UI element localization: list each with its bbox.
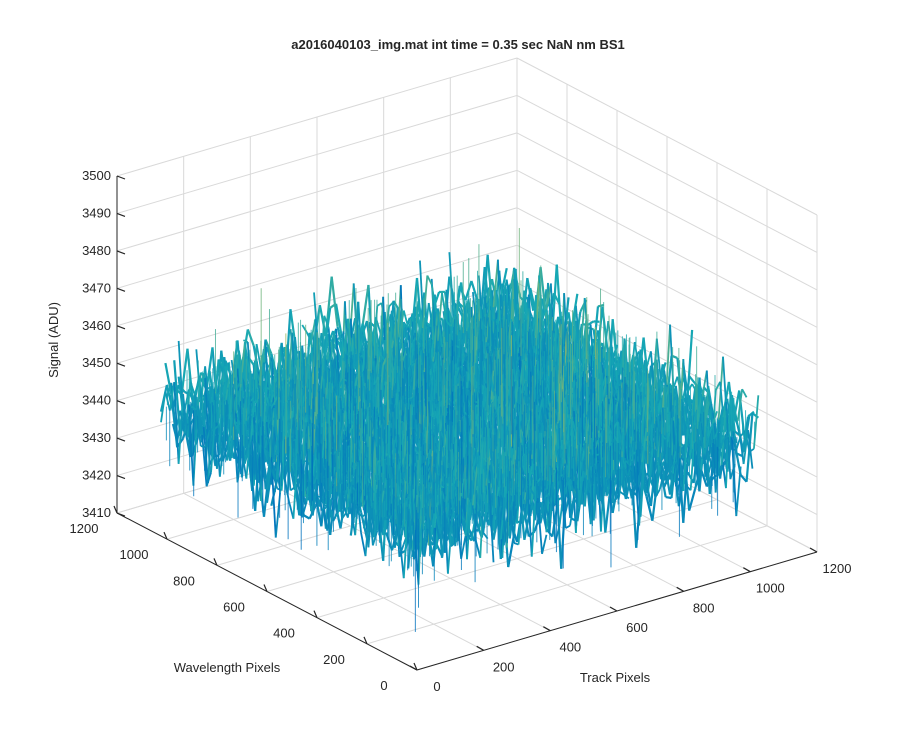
floor-grid-line — [316, 499, 718, 619]
back-wall-grid-line — [116, 169, 518, 289]
floor-grid-line — [366, 525, 768, 645]
surface-segment — [264, 339, 273, 355]
back-wall-grid-line — [116, 207, 518, 327]
surface-segment — [720, 401, 727, 465]
surface-segment — [747, 429, 754, 469]
surface-segment — [587, 320, 595, 326]
surface-segment — [729, 463, 736, 480]
surface-segment — [361, 284, 370, 326]
side-wall-grid-line — [516, 95, 818, 253]
back-wall-grid-line — [116, 57, 518, 177]
surface-segment — [742, 429, 749, 465]
surface-segment — [645, 351, 652, 368]
surface-segment — [741, 388, 748, 398]
surface-segment — [303, 514, 311, 520]
back-wall-grid-line — [116, 94, 518, 214]
surface-segment — [492, 259, 499, 308]
surface-segment — [602, 321, 610, 359]
back-wall-grid-line — [116, 132, 518, 252]
side-wall-grid-line — [516, 132, 818, 291]
surface-segment — [665, 495, 672, 500]
surface-segment — [735, 466, 742, 517]
surface-segment — [682, 359, 689, 433]
surface-segment — [704, 396, 711, 426]
surface-segment — [470, 280, 479, 301]
surface-segment — [686, 383, 693, 392]
side-wall-grid-line — [516, 169, 818, 328]
surface-segment — [330, 276, 339, 327]
surface-mesh — [159, 227, 760, 632]
surface-segment — [703, 437, 710, 458]
surface-segment — [645, 496, 654, 521]
surface-segment — [655, 338, 663, 385]
surface-segment — [482, 512, 491, 526]
surface-segment — [730, 436, 738, 517]
surface-segment — [334, 303, 344, 339]
surface-segment — [329, 302, 337, 309]
surface-segment — [432, 291, 441, 310]
surface-segment — [551, 499, 560, 537]
surface-segment — [739, 474, 748, 483]
surface-segment — [733, 417, 741, 430]
surface-segment — [521, 503, 530, 537]
surface-segment — [180, 348, 189, 395]
surface-segment — [688, 488, 697, 511]
surface-segment — [708, 396, 716, 440]
surface-segment — [685, 383, 692, 412]
surface-segment — [318, 304, 327, 337]
surface-segment — [624, 471, 633, 500]
surface-segment — [701, 370, 708, 397]
surface-segment — [753, 395, 760, 449]
surface-segment — [292, 472, 301, 516]
side-wall-grid-line — [516, 57, 818, 216]
side-wall-grid-line — [516, 244, 818, 403]
surface-segment — [246, 329, 255, 346]
side-wall-grid-line — [516, 207, 818, 366]
surface-segment — [672, 376, 679, 390]
